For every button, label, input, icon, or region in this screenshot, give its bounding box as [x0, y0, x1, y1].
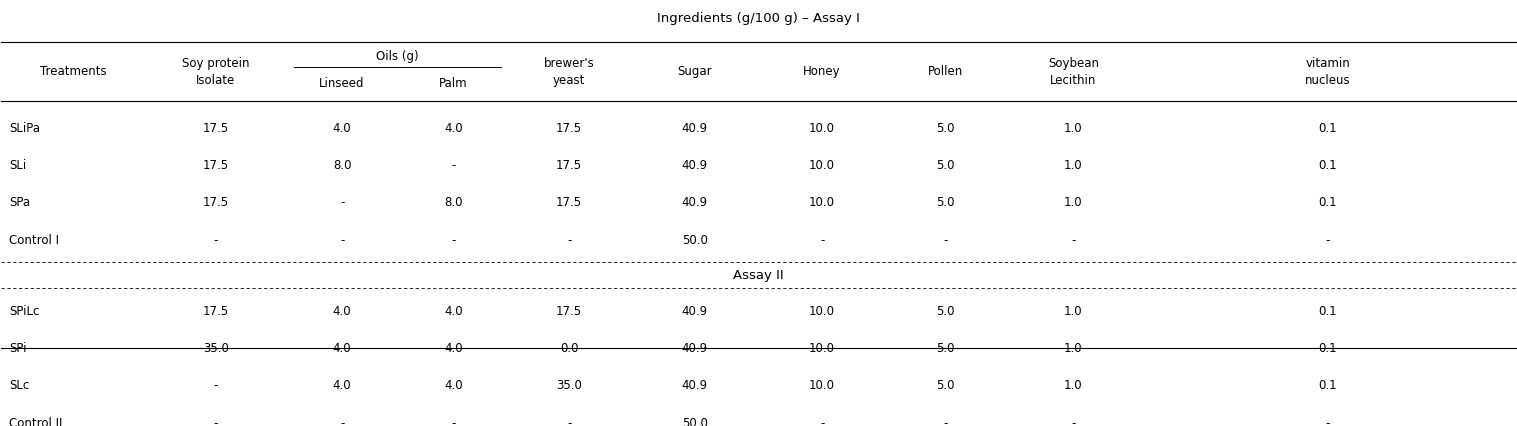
Text: Control II: Control II: [9, 417, 62, 426]
Text: 40.9: 40.9: [681, 122, 708, 135]
Text: 4.0: 4.0: [332, 342, 352, 355]
Text: 5.0: 5.0: [936, 196, 954, 210]
Text: 40.9: 40.9: [681, 196, 708, 210]
Text: -: -: [1326, 234, 1330, 247]
Text: 4.0: 4.0: [332, 122, 352, 135]
Text: 0.1: 0.1: [1318, 380, 1336, 392]
Text: 10.0: 10.0: [809, 342, 834, 355]
Text: 10.0: 10.0: [809, 305, 834, 318]
Text: -: -: [214, 380, 218, 392]
Text: Ingredients (g/100 g) – Assay I: Ingredients (g/100 g) – Assay I: [657, 12, 860, 25]
Text: -: -: [340, 234, 344, 247]
Text: -: -: [819, 417, 824, 426]
Text: Pollen: Pollen: [928, 65, 963, 78]
Text: 17.5: 17.5: [557, 196, 583, 210]
Text: 40.9: 40.9: [681, 380, 708, 392]
Text: -: -: [451, 417, 455, 426]
Text: 10.0: 10.0: [809, 122, 834, 135]
Text: -: -: [1071, 234, 1076, 247]
Text: 0.1: 0.1: [1318, 196, 1336, 210]
Text: -: -: [567, 234, 572, 247]
Text: 17.5: 17.5: [203, 196, 229, 210]
Text: 1.0: 1.0: [1063, 342, 1083, 355]
Text: 10.0: 10.0: [809, 380, 834, 392]
Text: 17.5: 17.5: [203, 159, 229, 172]
Text: 8.0: 8.0: [332, 159, 352, 172]
Text: 17.5: 17.5: [557, 305, 583, 318]
Text: -: -: [214, 234, 218, 247]
Text: 50.0: 50.0: [683, 417, 708, 426]
Text: 35.0: 35.0: [557, 380, 583, 392]
Text: 0.1: 0.1: [1318, 122, 1336, 135]
Text: 4.0: 4.0: [444, 380, 463, 392]
Text: 5.0: 5.0: [936, 305, 954, 318]
Text: 0.1: 0.1: [1318, 342, 1336, 355]
Text: -: -: [567, 417, 572, 426]
Text: Linseed: Linseed: [320, 77, 366, 90]
Text: SLc: SLc: [9, 380, 29, 392]
Text: vitamin
nucleus: vitamin nucleus: [1305, 57, 1350, 86]
Text: 1.0: 1.0: [1063, 122, 1083, 135]
Text: 4.0: 4.0: [444, 122, 463, 135]
Text: SPiLc: SPiLc: [9, 305, 39, 318]
Text: Oils (g): Oils (g): [376, 50, 419, 63]
Text: 4.0: 4.0: [444, 305, 463, 318]
Text: Soy protein
Isolate: Soy protein Isolate: [182, 57, 249, 86]
Text: brewer's
yeast: brewer's yeast: [545, 57, 595, 86]
Text: 40.9: 40.9: [681, 305, 708, 318]
Text: SPi: SPi: [9, 342, 26, 355]
Text: -: -: [819, 234, 824, 247]
Text: 50.0: 50.0: [683, 234, 708, 247]
Text: -: -: [340, 196, 344, 210]
Text: 1.0: 1.0: [1063, 196, 1083, 210]
Text: SLi: SLi: [9, 159, 26, 172]
Text: 5.0: 5.0: [936, 380, 954, 392]
Text: -: -: [944, 234, 948, 247]
Text: -: -: [451, 234, 455, 247]
Text: 1.0: 1.0: [1063, 380, 1083, 392]
Text: 17.5: 17.5: [203, 305, 229, 318]
Text: -: -: [1326, 417, 1330, 426]
Text: 8.0: 8.0: [444, 196, 463, 210]
Text: 4.0: 4.0: [332, 380, 352, 392]
Text: 5.0: 5.0: [936, 122, 954, 135]
Text: Honey: Honey: [804, 65, 840, 78]
Text: -: -: [1071, 417, 1076, 426]
Text: 40.9: 40.9: [681, 159, 708, 172]
Text: 4.0: 4.0: [444, 342, 463, 355]
Text: Palm: Palm: [438, 77, 467, 90]
Text: 10.0: 10.0: [809, 196, 834, 210]
Text: 17.5: 17.5: [203, 122, 229, 135]
Text: 0.1: 0.1: [1318, 159, 1336, 172]
Text: Control I: Control I: [9, 234, 59, 247]
Text: 4.0: 4.0: [332, 305, 352, 318]
Text: -: -: [451, 159, 455, 172]
Text: 17.5: 17.5: [557, 122, 583, 135]
Text: SPa: SPa: [9, 196, 30, 210]
Text: Soybean
Lecithin: Soybean Lecithin: [1048, 57, 1098, 86]
Text: 1.0: 1.0: [1063, 305, 1083, 318]
Text: 0.1: 0.1: [1318, 305, 1336, 318]
Text: 5.0: 5.0: [936, 159, 954, 172]
Text: 0.0: 0.0: [560, 342, 578, 355]
Text: 1.0: 1.0: [1063, 159, 1083, 172]
Text: -: -: [340, 417, 344, 426]
Text: 35.0: 35.0: [203, 342, 229, 355]
Text: 5.0: 5.0: [936, 342, 954, 355]
Text: Treatments: Treatments: [39, 65, 106, 78]
Text: Assay II: Assay II: [733, 269, 784, 282]
Text: -: -: [214, 417, 218, 426]
Text: SLiPa: SLiPa: [9, 122, 39, 135]
Text: 10.0: 10.0: [809, 159, 834, 172]
Text: Sugar: Sugar: [678, 65, 711, 78]
Text: -: -: [944, 417, 948, 426]
Text: 17.5: 17.5: [557, 159, 583, 172]
Text: 40.9: 40.9: [681, 342, 708, 355]
